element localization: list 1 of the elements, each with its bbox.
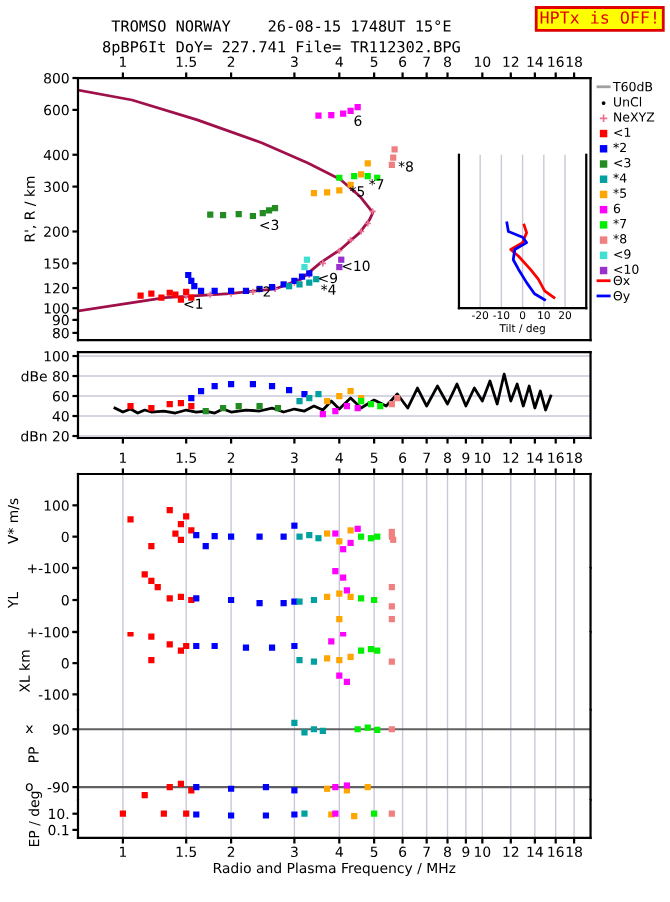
text: HPTx is OFF! xyxy=(540,10,656,24)
